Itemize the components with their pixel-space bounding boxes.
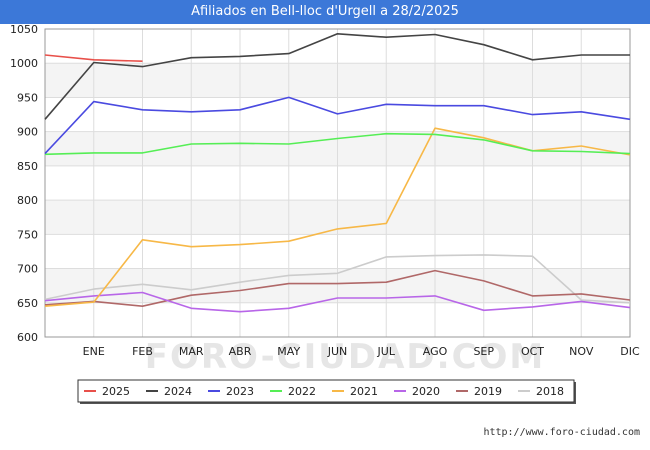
legend-label-2023: 2023 [226,385,254,398]
series-line-2018 [44,254,631,304]
x-tick-label: DIC [620,345,640,358]
x-tick-label: MAR [179,345,204,358]
plot-border [44,28,631,338]
series-line-2023 [44,96,631,155]
y-tick-label: 700 [17,263,38,276]
legend-label-2022: 2022 [288,385,316,398]
y-tick-label: 1050 [10,23,38,36]
y-axis-ticks: 600 650 700 750 800 850 900 950 1000 1050 [10,23,38,344]
x-tick-label: AGO [423,345,448,358]
watermark-text: FORO-CIUDAD.COM [145,337,546,377]
axes [44,28,631,338]
series-line-2019 [44,269,631,308]
legend-label-2019: 2019 [474,385,502,398]
x-tick-label: OCT [521,345,544,358]
x-tick-label: ENE [83,345,105,358]
x-tick-label: JUN [327,345,348,358]
x-tick-label: NOV [569,345,594,358]
x-tick-label: JUL [377,345,396,358]
x-tick-label: ABR [229,345,252,358]
source-url: http://www.foro-ciudad.com [483,427,640,438]
x-tick-label: FEB [132,345,153,358]
legend-label-2018: 2018 [536,385,564,398]
y-tick-label: 800 [17,194,38,207]
y-tick-label: 900 [17,126,38,139]
y-tick-label: 650 [17,297,38,310]
x-axis-ticks: ENE FEB MAR ABR MAY JUN JUL AGO SEP OCT NOV DIC [83,345,640,358]
legend-label-2021: 2021 [350,385,378,398]
series-line-2020 [44,291,631,313]
legend-label-2020: 2020 [412,385,440,398]
series-lines [44,32,631,313]
y-tick-label: 600 [17,331,38,344]
chart-title-bar: Afiliados en Bell-lloc d'Urgell a 28/2/2… [0,0,650,24]
chart-title: Afiliados en Bell-lloc d'Urgell a 28/2/2… [191,4,459,19]
y-tick-label: 950 [17,91,38,104]
y-tick-label: 850 [17,160,38,173]
y-tick-label: 1000 [10,57,38,70]
legend-label-2024: 2024 [164,385,192,398]
series-line-2022 [44,132,631,156]
x-tick-label: SEP [473,345,494,358]
legend: 2025 2024 2023 2022 2021 2020 2019 2018 [77,379,576,404]
series-line-2024 [44,32,630,120]
legend-label-2025: 2025 [102,385,130,398]
x-tick-label: MAY [277,345,300,358]
series-line-2025 [44,54,143,62]
legend-box [77,379,575,403]
y-tick-label: 750 [17,228,38,241]
